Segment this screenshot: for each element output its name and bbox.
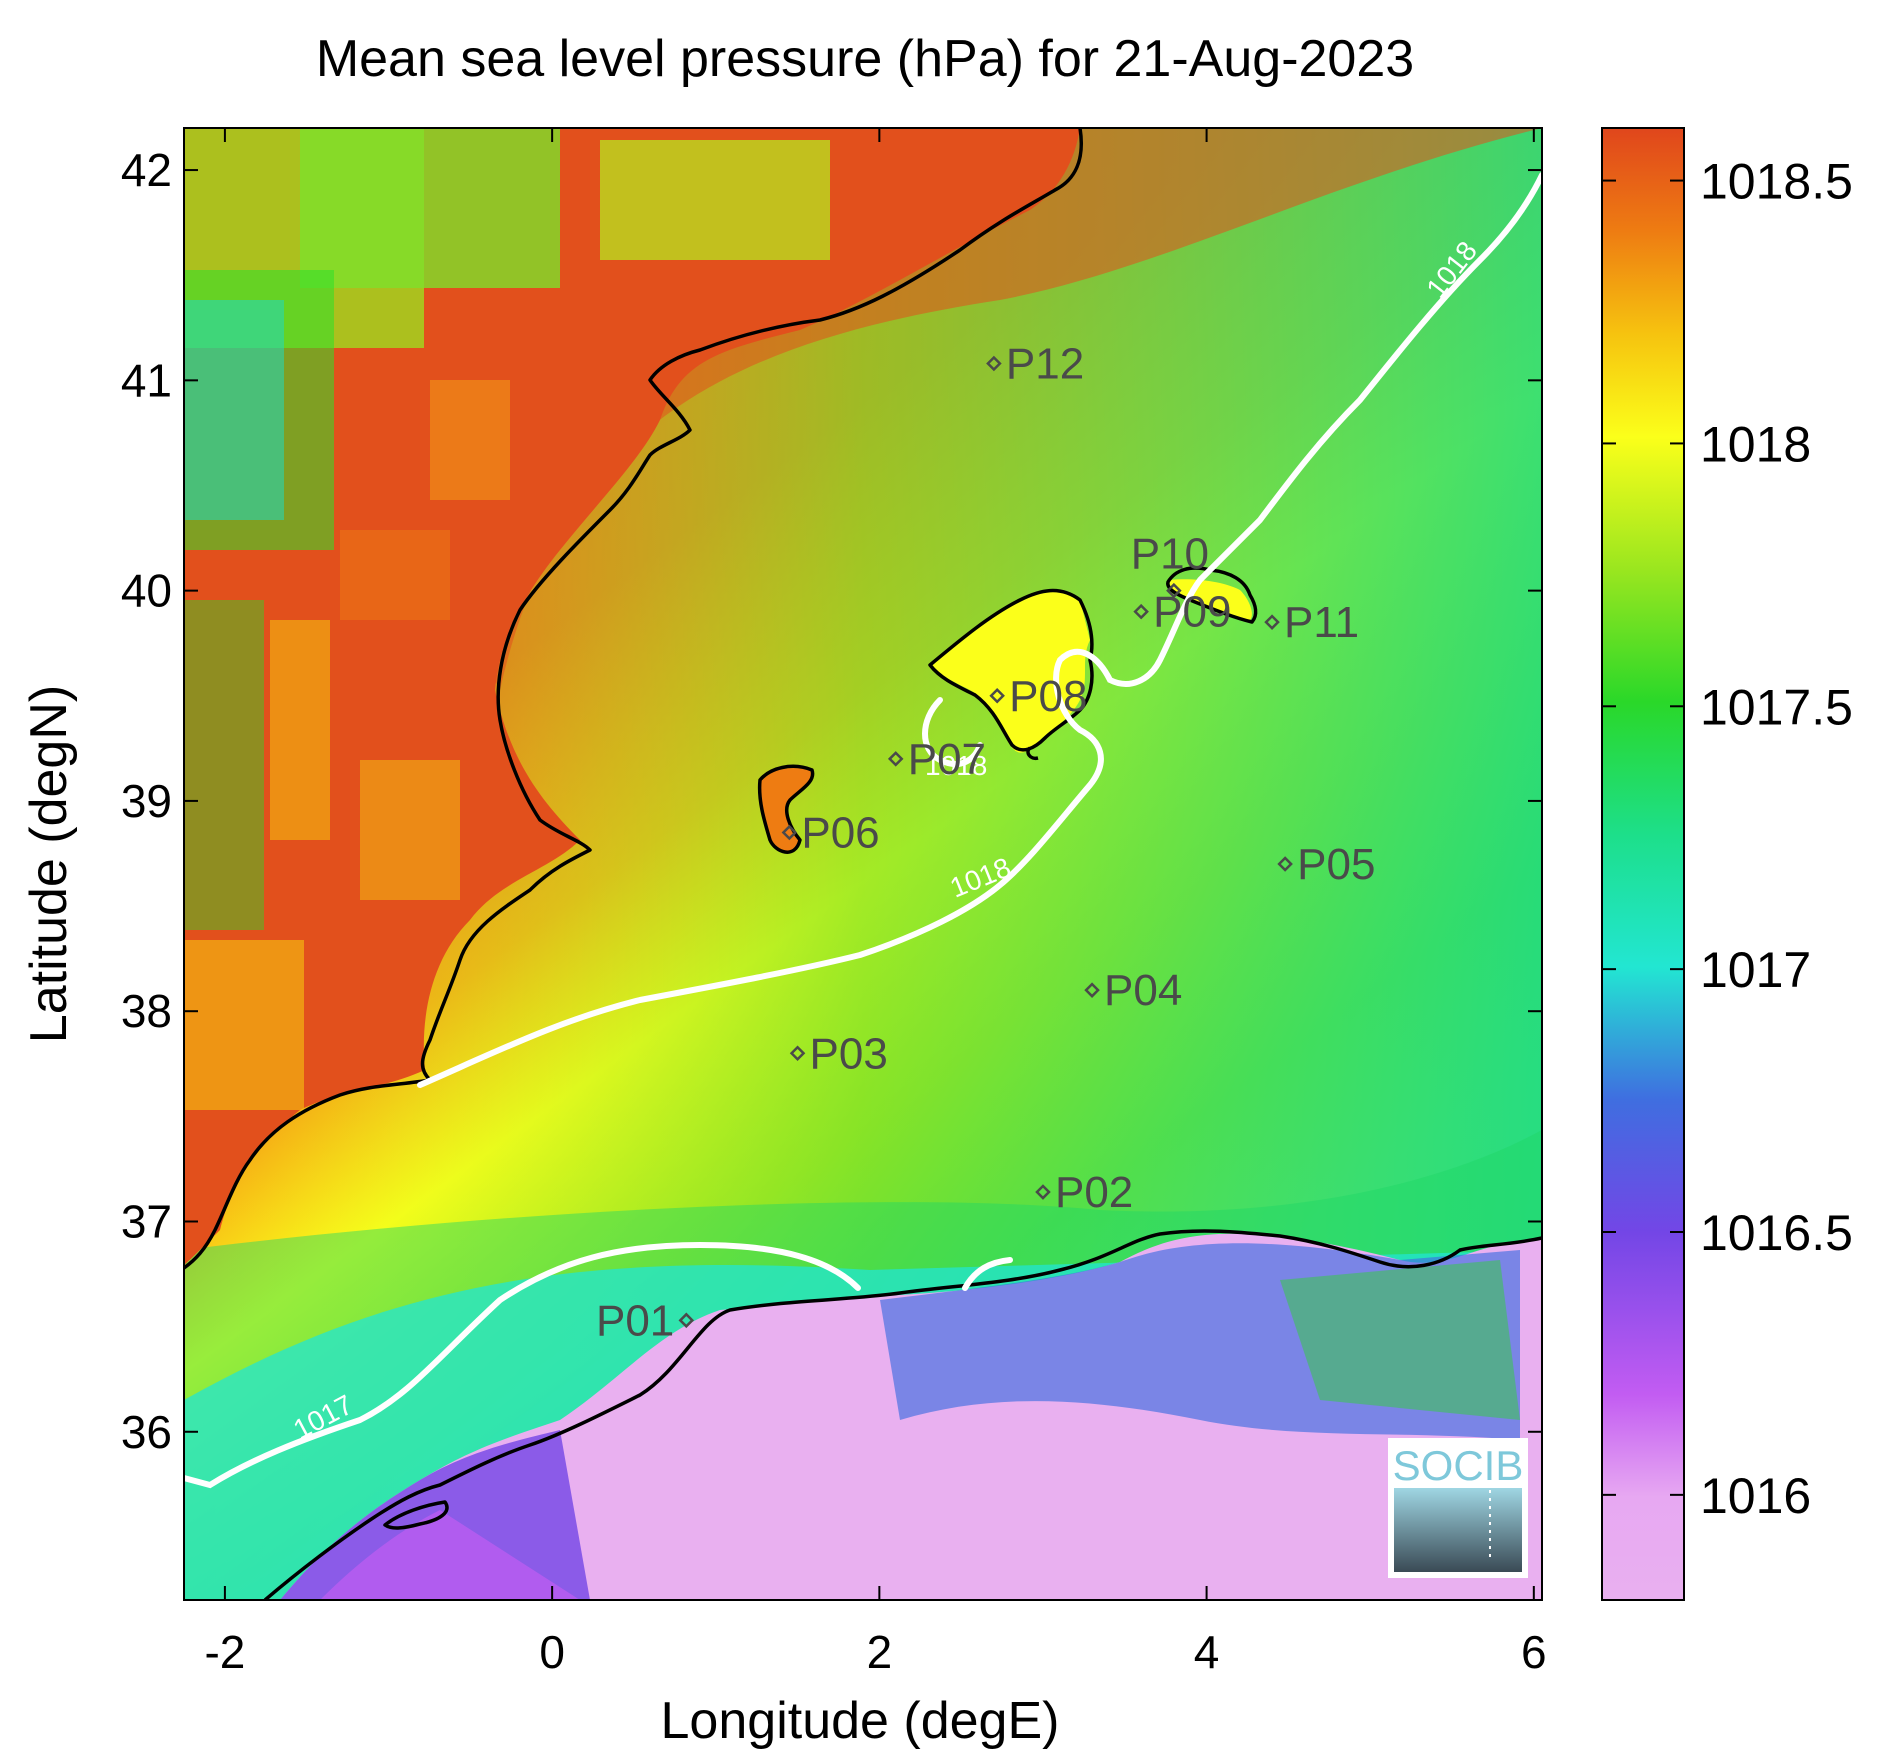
station-label: P04	[1104, 966, 1182, 1015]
colorbar-tick-label: 1016	[1700, 1468, 1811, 1524]
station-label: P03	[810, 1029, 888, 1078]
lat-tick-label: 41	[121, 354, 172, 406]
lat-tick-label: 39	[121, 775, 172, 827]
station-label: P01	[596, 1296, 674, 1345]
lat-tick-label: 40	[121, 565, 172, 617]
station-marker-icon	[1133, 603, 1149, 620]
isobar-1017-east	[962, 1257, 1013, 1291]
station-p01: P01	[596, 1296, 695, 1345]
station-label: P12	[1006, 340, 1084, 389]
station-p05: P05	[1277, 840, 1375, 889]
iberia-terrain	[184, 128, 830, 1110]
station-p12: P12	[986, 340, 1084, 389]
iberian-coastline	[184, 128, 1083, 1270]
mallorca-bay-coastline	[1026, 746, 1039, 761]
station-p10: P10	[1131, 530, 1209, 599]
station-p06: P06	[781, 808, 880, 857]
station-p04: P04	[1084, 966, 1182, 1015]
isobar-1018-main	[417, 172, 1542, 1088]
isobar-1017	[184, 1241, 861, 1489]
ibiza-coastline	[757, 764, 815, 854]
algeria-highlands-low	[880, 1243, 1520, 1440]
x-axis-label: Longitude (degE)	[661, 1692, 1060, 1750]
colorbar-tick-label: 1016.5	[1700, 1205, 1853, 1261]
station-marker-icon	[1166, 582, 1182, 599]
isobar-1018-mallorca-loop	[922, 697, 983, 767]
station-label: P07	[908, 735, 986, 784]
map-frame	[183, 127, 1543, 1601]
lat-tick-label: 38	[121, 985, 172, 1037]
isobar-label-1018-mallorca: 1018	[925, 750, 987, 781]
station-marker-icon	[989, 688, 1005, 704]
station-label: P10	[1131, 530, 1209, 579]
station-p09: P09	[1133, 588, 1231, 637]
station-label: P05	[1297, 840, 1375, 889]
lat-tick-label: 37	[121, 1195, 172, 1247]
map-panel: 1018 1018 1018 1017 P01P02P03P04P05P06P0…	[184, 128, 1542, 1600]
coastlines	[184, 128, 1542, 1600]
latitude-ticks: 36 37 38 39 40 41 42	[121, 144, 1542, 1458]
lon-tick-label: -2	[204, 1626, 245, 1678]
lat-tick-label: 36	[121, 1406, 172, 1458]
isobar-contours	[184, 172, 1542, 1489]
alboran-island-coastline	[383, 1500, 449, 1530]
socib-logo-text: SOCIB	[1393, 1442, 1524, 1489]
station-label: P06	[801, 808, 879, 857]
station-marker-icon	[781, 824, 798, 841]
colorbar-tick-label: 1018	[1700, 416, 1811, 472]
station-marker-icon	[986, 355, 1002, 372]
colorbar-tick-label: 1017	[1700, 942, 1811, 998]
longitude-ticks: -2 0 2 4 6	[204, 128, 1547, 1678]
menorca-coastline	[1166, 566, 1258, 624]
socib-logo: SOCIB	[1388, 1438, 1528, 1578]
lat-tick-label: 42	[121, 144, 172, 196]
station-p02: P02	[1035, 1168, 1133, 1217]
y-axis-label: Latitude (degN)	[20, 685, 78, 1043]
station-p11: P11	[1264, 598, 1359, 647]
colorbar-tick-label: 1017.5	[1700, 679, 1853, 735]
station-p08: P08	[989, 672, 1087, 721]
station-p03: P03	[789, 1029, 888, 1078]
west-africa-core-low	[320, 1510, 580, 1600]
colorbar-ticks: 1016 1016.5 1017 1017.5 1018 1018.5	[1602, 154, 1853, 1524]
lon-tick-label: 2	[867, 1626, 893, 1678]
station-marker-icon	[1277, 856, 1293, 872]
station-marker-icon	[1035, 1184, 1051, 1200]
chart-title: Mean sea level pressure (hPa) for 21-Aug…	[316, 30, 1414, 88]
station-p07: P07	[887, 735, 986, 784]
socib-logo-sea	[1394, 1488, 1522, 1572]
station-label: P11	[1284, 598, 1359, 647]
station-markers: P01 P02 P03 P04 P05 P06 P07 P08 P09 P10 P11 P12	[596, 340, 1375, 1346]
lon-tick-label: 4	[1194, 1626, 1220, 1678]
algeria-highlands-green	[1280, 1260, 1520, 1420]
station-marker-icon	[678, 1312, 695, 1329]
african-coastline	[263, 1229, 1542, 1600]
station-marker-icon	[789, 1045, 806, 1062]
station-label: P08	[1009, 672, 1087, 721]
colorbar	[1601, 127, 1685, 1601]
station-marker-icon	[887, 751, 904, 767]
lon-tick-label: 0	[539, 1626, 565, 1678]
colorbar-tick-label: 1018.5	[1700, 154, 1853, 210]
station-marker-icon	[1084, 982, 1100, 998]
lon-tick-label: 6	[1521, 1626, 1547, 1678]
iberia-land	[184, 128, 1080, 1265]
station-label: P09	[1153, 588, 1231, 637]
station-marker-icon	[1264, 614, 1280, 630]
station-label: P02	[1055, 1168, 1133, 1217]
mallorca-coastline	[928, 588, 1094, 752]
mallorca-land	[930, 590, 1090, 753]
